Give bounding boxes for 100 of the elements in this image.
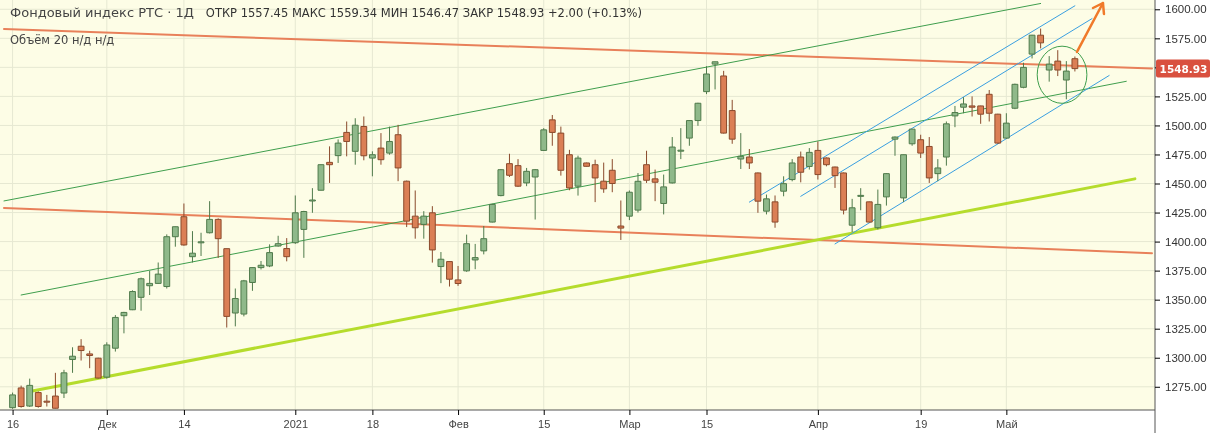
- candlestick: [17, 385, 25, 409]
- candlestick: [214, 217, 222, 259]
- candlestick: [540, 127, 548, 152]
- candlestick: [51, 372, 59, 410]
- candlestick: [531, 168, 539, 221]
- x-tick-label: Апр: [808, 417, 829, 430]
- candlestick: [377, 132, 385, 166]
- text: 1548.93: [1159, 62, 1208, 75]
- candlestick: [26, 378, 34, 408]
- candlestick: [488, 203, 496, 223]
- y-tick-label: 1425.00: [1165, 206, 1207, 219]
- candlestick: [326, 145, 333, 184]
- candlestick: [223, 248, 231, 329]
- candlestick: [1002, 112, 1010, 140]
- candlestick: [437, 251, 445, 284]
- candlestick: [69, 346, 76, 374]
- candlestick: [103, 341, 111, 380]
- candlestick: [523, 167, 531, 187]
- candlestick: [351, 117, 359, 166]
- x-tick-label: 2021: [283, 417, 309, 430]
- candlestick: [942, 120, 950, 167]
- candlestick: [805, 147, 813, 171]
- candlestick: [360, 116, 368, 161]
- candlestick: [1071, 56, 1079, 72]
- candlestick: [309, 187, 316, 214]
- candlestick: [788, 158, 796, 182]
- candlestick: [737, 132, 745, 170]
- x-tick-label: Дек: [98, 417, 117, 430]
- annotation: Объём 20 н/д н/д: [10, 33, 115, 47]
- candlestick: [120, 311, 128, 334]
- candlestick: [823, 156, 830, 167]
- candlestick: [908, 128, 916, 147]
- candlestick: [814, 140, 822, 181]
- y-tick-label: 1450.00: [1165, 177, 1207, 190]
- candlestick: [283, 237, 291, 262]
- y-tick-label: 1400.00: [1165, 235, 1207, 248]
- candlestick: [463, 234, 471, 273]
- candlestick: [1054, 49, 1062, 77]
- candlestick: [111, 314, 119, 353]
- x-tick-label: 19: [915, 417, 928, 430]
- candlestick: [865, 201, 873, 223]
- candlestick: [343, 120, 351, 157]
- y-tick-label: 1325.00: [1165, 322, 1207, 335]
- x-tick-label: 18: [366, 417, 380, 430]
- candlestick: [1011, 83, 1019, 110]
- candlestick: [480, 225, 488, 255]
- candlestick: [591, 159, 599, 203]
- candlestick: [720, 70, 728, 135]
- y-tick-label: 1500.00: [1165, 119, 1207, 132]
- candlestick: [583, 162, 590, 168]
- x-tick-label: 15: [538, 417, 551, 430]
- candlestick: [129, 289, 136, 311]
- candlestick: [77, 338, 85, 362]
- candlestick: [497, 168, 505, 197]
- candlestick: [574, 155, 582, 197]
- candlestick: [274, 235, 282, 248]
- candlestick: [86, 350, 94, 369]
- candlestick: [394, 124, 402, 182]
- candlestick: [651, 169, 659, 202]
- x-tick-label: Мар: [619, 417, 641, 430]
- y-tick-label: 1275.00: [1165, 380, 1207, 393]
- candlestick: [1020, 62, 1027, 89]
- candlestick: [754, 171, 762, 214]
- x-tick-label: Фев: [448, 417, 469, 430]
- y-tick-label: 1350.00: [1165, 293, 1207, 306]
- candlestick: [608, 158, 616, 193]
- candlestick: [171, 225, 179, 248]
- candlestick: [883, 172, 890, 207]
- candlestick: [934, 158, 942, 182]
- x-tick-label: 14: [178, 417, 191, 430]
- candlestick: [763, 194, 770, 215]
- chart-title: Фондовый индекс РТС · 1Д: [10, 5, 194, 20]
- candlestick: [643, 150, 650, 184]
- y-tick-label: 1575.00: [1165, 32, 1207, 45]
- x-tick-label: 15: [700, 417, 714, 430]
- candlestick: [9, 392, 16, 410]
- candlestick: [925, 136, 933, 184]
- candlestick: [711, 61, 719, 90]
- candlestick: [728, 99, 736, 145]
- candlestick: [317, 163, 325, 191]
- candlestick: [617, 199, 625, 241]
- candlestick: [874, 189, 882, 230]
- candlestick: [471, 243, 479, 270]
- candlestick: [1045, 55, 1053, 83]
- candlestick: [848, 198, 856, 233]
- candlestick: [745, 148, 753, 170]
- candlestick: [334, 138, 342, 164]
- candlestick: [797, 151, 805, 183]
- candlestick: [703, 65, 710, 95]
- x-tick-label: 16: [6, 417, 20, 430]
- candlestick: [985, 89, 993, 122]
- candlestick: [771, 194, 779, 229]
- candlestick: [780, 175, 788, 197]
- y-tick-label: 1600.00: [1165, 3, 1207, 16]
- candlestick: [994, 113, 1002, 145]
- candlestick: [900, 153, 907, 203]
- candlestick: [891, 135, 899, 157]
- candlestick: [1028, 34, 1036, 59]
- candlestick: [428, 205, 436, 264]
- candlestick: [660, 174, 668, 215]
